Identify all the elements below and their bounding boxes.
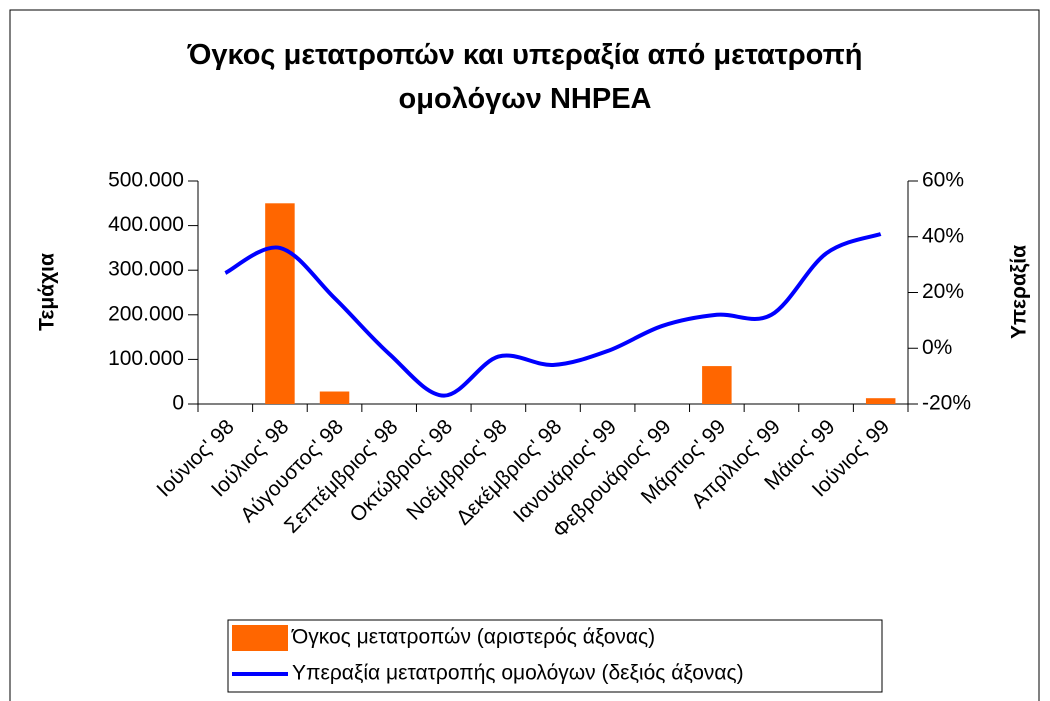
y2-tick-label: 0% [922,336,952,359]
legend-label: Όγκος μετατροπών (αριστερός άξονας) [291,626,655,649]
chart-title: Όγκος μετατροπών και υπεραξία από μετατρ… [187,39,863,115]
y-tick-label: 300.000 [108,258,184,281]
y-tick-label: 500.000 [108,169,184,192]
chart-frame [9,9,1040,701]
y2-tick-label: 60% [922,169,964,192]
bar [319,391,350,404]
legend-swatch [232,625,288,651]
y2-tick-label: -20% [922,392,971,415]
y2-tick-label: 20% [922,280,964,303]
y-axis-label: Τεμάχια [36,253,59,331]
legend-box [227,619,883,693]
bar [865,398,896,404]
y2-tick-label: 40% [922,224,964,247]
y2-axis-label: Υπεραξία [1008,245,1031,339]
line [224,232,882,398]
bar [265,203,295,404]
y-tick-label: 400.000 [108,213,184,236]
bar [702,366,732,404]
y-tick-label: 200.000 [108,302,184,325]
y-tick-label: 100.000 [108,347,184,370]
y-tick-label: 0 [172,392,184,415]
legend-label: Υπεραξία μετατροπής ομολόγων (δεξιός άξο… [292,662,744,685]
